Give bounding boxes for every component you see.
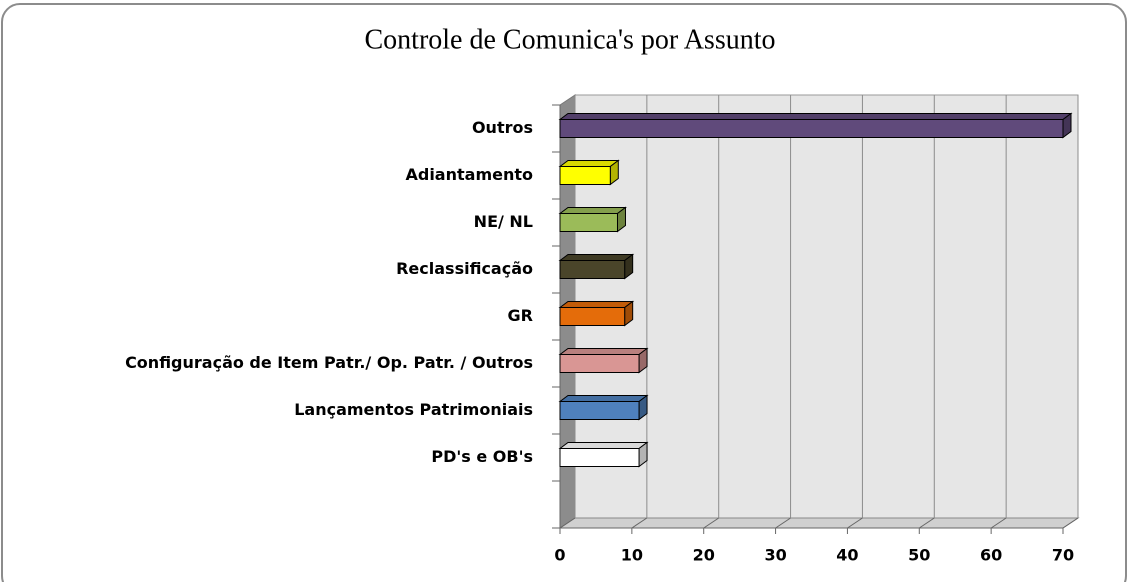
y-tick-label: NE/ NL xyxy=(474,212,533,231)
bar-top xyxy=(558,160,620,167)
y-tick-label: Reclassificação xyxy=(396,259,533,278)
bar xyxy=(559,119,1064,138)
x-tick-label: 10 xyxy=(621,546,643,565)
bar xyxy=(559,448,640,467)
x-tick-label: 70 xyxy=(1052,546,1074,565)
bar xyxy=(559,260,626,279)
x-tick-label: 50 xyxy=(908,546,930,565)
x-tick-label: 30 xyxy=(764,546,786,565)
x-tick xyxy=(559,517,576,529)
bar-top xyxy=(558,395,649,402)
bar-top xyxy=(558,348,649,355)
x-tick xyxy=(631,517,648,529)
chart-title: Controle de Comunica's por Assunto xyxy=(364,24,775,55)
x-tick-label: 60 xyxy=(980,546,1002,565)
x-tick-label: 20 xyxy=(693,546,715,565)
bar xyxy=(559,401,640,420)
y-tick-label: PD's e OB's xyxy=(431,447,533,466)
x-tick xyxy=(847,517,863,529)
x-tick xyxy=(919,517,935,529)
bar-top xyxy=(558,442,649,449)
x-tick-label: 40 xyxy=(836,546,858,565)
y-tick-label: Outros xyxy=(472,118,533,137)
x-tick xyxy=(703,517,719,529)
floor xyxy=(558,517,1080,529)
x-tick xyxy=(990,517,1007,529)
bar xyxy=(559,213,618,232)
back-wall xyxy=(574,94,1079,519)
x-tick xyxy=(1062,517,1079,529)
bar-top xyxy=(558,113,1073,120)
bar xyxy=(559,166,611,185)
y-tick-label: GR xyxy=(508,306,533,325)
y-tick-label: Lançamentos Patrimoniais xyxy=(294,400,533,419)
bar-top xyxy=(558,301,635,308)
bar xyxy=(559,307,626,326)
y-tick-label: Configuração de Item Patr./ Op. Patr. / … xyxy=(125,353,533,372)
y-tick-label: Adiantamento xyxy=(405,165,533,184)
bar-top xyxy=(558,207,627,214)
bar xyxy=(559,354,640,373)
bar-top xyxy=(558,254,635,261)
x-tick-label: 0 xyxy=(554,546,565,565)
x-tick xyxy=(775,517,791,529)
